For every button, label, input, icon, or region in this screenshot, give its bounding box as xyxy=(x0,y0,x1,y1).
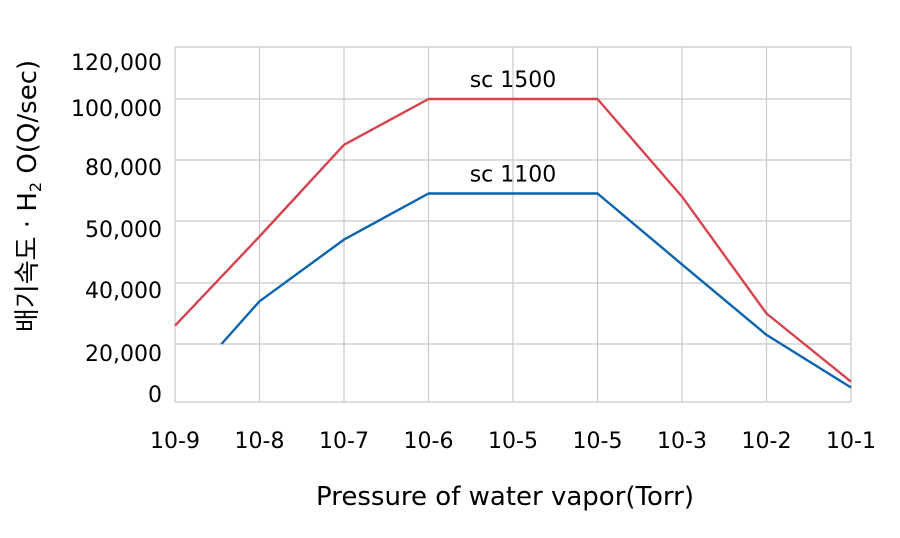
series-labels: sc 1500 sc 1100 xyxy=(470,68,557,188)
y-tick-label: 120,000 xyxy=(71,51,162,76)
y-tick-label: 80,000 xyxy=(85,156,162,181)
x-tick-label: 10-6 xyxy=(404,429,454,454)
x-tick-labels: 10-9 10-8 10-7 10-6 10-5 10-5 10-3 10-2 10-1 xyxy=(150,429,876,454)
y-tick-labels: 0 20,000 40,000 50,000 80,000 100,000 120,000 xyxy=(71,51,162,408)
x-tick-label: 10-8 xyxy=(235,429,285,454)
x-tick-label: 10-9 xyxy=(150,429,200,454)
series-label: sc 1500 xyxy=(470,68,557,93)
x-tick-label: 10-7 xyxy=(319,429,369,454)
series-line-sc-1100 xyxy=(220,192,852,389)
y-axis-title: 배기속도 · H2 O(Q/sec) xyxy=(13,60,45,332)
x-tick-label: 10-5 xyxy=(488,429,538,454)
y-axis-title-tail: O(Q/sec) xyxy=(13,60,43,182)
y-tick-label: 50,000 xyxy=(85,218,162,243)
plot-grid xyxy=(174,46,852,403)
series-line-sc-1500 xyxy=(174,97,852,383)
y-axis-title-subscript: 2 xyxy=(26,182,45,192)
y-tick-label: 100,000 xyxy=(71,97,162,122)
series-lines xyxy=(174,97,852,389)
y-tick-label: 20,000 xyxy=(85,342,162,367)
y-tick-label: 0 xyxy=(148,383,162,408)
x-tick-label: 10-2 xyxy=(742,429,792,454)
y-tick-label: 40,000 xyxy=(85,279,162,304)
x-tick-label: 10-1 xyxy=(826,429,876,454)
x-axis-title: Pressure of water vapor(Torr) xyxy=(316,482,694,512)
x-tick-label: 10-5 xyxy=(573,429,623,454)
x-tick-label: 10-3 xyxy=(657,429,707,454)
series-label: sc 1100 xyxy=(470,163,557,188)
y-axis-title-main: 배기속도 · H xyxy=(13,192,43,332)
